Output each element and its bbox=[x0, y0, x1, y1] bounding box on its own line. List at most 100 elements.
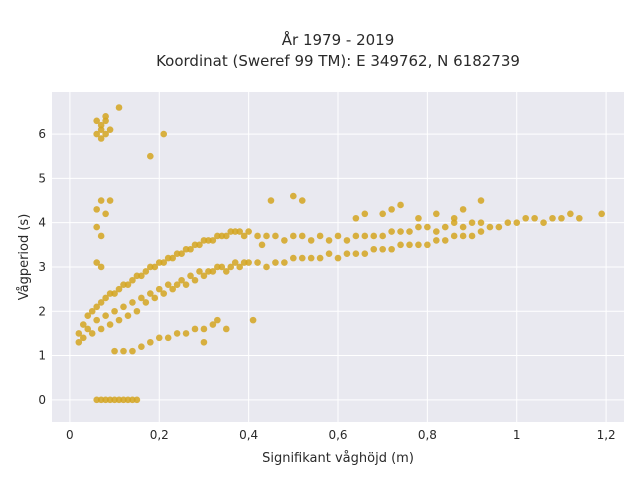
x-tick-label: 0 bbox=[66, 428, 74, 442]
data-point bbox=[93, 130, 100, 138]
data-point bbox=[290, 192, 297, 200]
data-point bbox=[102, 210, 109, 218]
data-point bbox=[93, 206, 100, 213]
data-point bbox=[263, 263, 270, 271]
data-point bbox=[97, 197, 105, 204]
data-point bbox=[93, 316, 100, 324]
data-point bbox=[191, 325, 199, 333]
data-point bbox=[196, 241, 203, 249]
data-point bbox=[290, 232, 297, 240]
data-point bbox=[352, 232, 360, 240]
data-point bbox=[97, 263, 105, 271]
data-point bbox=[102, 294, 109, 302]
data-point bbox=[450, 232, 458, 240]
data-point bbox=[142, 299, 150, 306]
data-point bbox=[424, 223, 431, 231]
data-point bbox=[598, 210, 605, 218]
data-point bbox=[106, 321, 114, 328]
y-tick-label: 6 bbox=[38, 127, 46, 141]
data-point bbox=[84, 325, 92, 333]
data-point bbox=[415, 223, 422, 231]
data-point bbox=[495, 223, 503, 231]
data-point bbox=[379, 232, 386, 240]
data-point bbox=[138, 272, 145, 280]
y-tick-label: 3 bbox=[38, 260, 46, 274]
data-point bbox=[97, 232, 105, 240]
data-point bbox=[388, 228, 395, 235]
data-point bbox=[191, 276, 199, 284]
data-point bbox=[97, 299, 105, 306]
data-point bbox=[173, 330, 181, 337]
data-point bbox=[97, 121, 105, 129]
data-point bbox=[151, 263, 159, 271]
data-point bbox=[397, 228, 404, 235]
data-point bbox=[316, 232, 324, 240]
y-tick-label: 4 bbox=[38, 216, 46, 230]
data-point bbox=[97, 325, 105, 333]
data-point bbox=[522, 214, 529, 222]
data-point bbox=[129, 276, 136, 284]
x-tick-label: 1,2 bbox=[597, 428, 616, 442]
data-point bbox=[468, 232, 476, 240]
data-point bbox=[129, 299, 136, 306]
data-point bbox=[459, 206, 467, 213]
data-point bbox=[102, 312, 109, 319]
data-point bbox=[155, 285, 163, 293]
y-tick-label: 5 bbox=[38, 171, 46, 185]
x-tick-label: 1 bbox=[513, 428, 521, 442]
data-point bbox=[576, 214, 583, 222]
data-point bbox=[164, 281, 172, 288]
data-point bbox=[281, 259, 288, 266]
data-point bbox=[160, 130, 168, 138]
data-point bbox=[281, 237, 288, 244]
data-point bbox=[325, 237, 333, 244]
data-point bbox=[214, 316, 221, 324]
data-point bbox=[325, 250, 333, 257]
y-tick-labels: 0 1 2 3 4 5 6 bbox=[38, 127, 46, 407]
data-point bbox=[450, 214, 458, 222]
data-point bbox=[370, 245, 378, 253]
data-point bbox=[133, 396, 141, 404]
data-point bbox=[102, 113, 109, 120]
data-point bbox=[558, 214, 565, 222]
data-point bbox=[200, 325, 208, 333]
data-point bbox=[222, 232, 230, 240]
data-point bbox=[200, 338, 208, 346]
data-point bbox=[379, 210, 386, 218]
data-point bbox=[316, 254, 324, 262]
data-point bbox=[124, 281, 132, 288]
data-point bbox=[298, 197, 306, 204]
data-point bbox=[549, 214, 556, 222]
data-point bbox=[209, 268, 217, 275]
data-point bbox=[477, 228, 485, 235]
data-point bbox=[486, 223, 494, 231]
data-point bbox=[79, 321, 87, 328]
x-axis-title: Signifikant våghöjd (m) bbox=[262, 451, 414, 466]
data-point bbox=[540, 219, 547, 226]
data-point bbox=[79, 334, 87, 342]
data-point bbox=[147, 338, 154, 346]
data-point bbox=[222, 325, 230, 333]
x-tick-label: 0,4 bbox=[239, 428, 258, 442]
data-point bbox=[227, 263, 235, 271]
data-point bbox=[370, 232, 378, 240]
data-points bbox=[75, 104, 605, 404]
data-point bbox=[97, 135, 105, 142]
data-point bbox=[231, 259, 239, 266]
data-point bbox=[111, 290, 118, 297]
data-point bbox=[459, 223, 467, 231]
data-point bbox=[343, 237, 351, 244]
data-point bbox=[124, 312, 132, 319]
x-tick-label: 0,2 bbox=[150, 428, 169, 442]
x-tick-label: 0,8 bbox=[418, 428, 437, 442]
data-point bbox=[120, 303, 127, 311]
data-point bbox=[209, 237, 217, 244]
data-point bbox=[352, 250, 360, 257]
y-tick-label: 2 bbox=[38, 304, 46, 318]
data-point bbox=[249, 316, 257, 324]
data-point bbox=[200, 272, 208, 280]
data-point bbox=[169, 254, 176, 262]
data-point bbox=[178, 250, 185, 257]
data-point bbox=[254, 259, 261, 266]
data-point bbox=[406, 241, 413, 249]
